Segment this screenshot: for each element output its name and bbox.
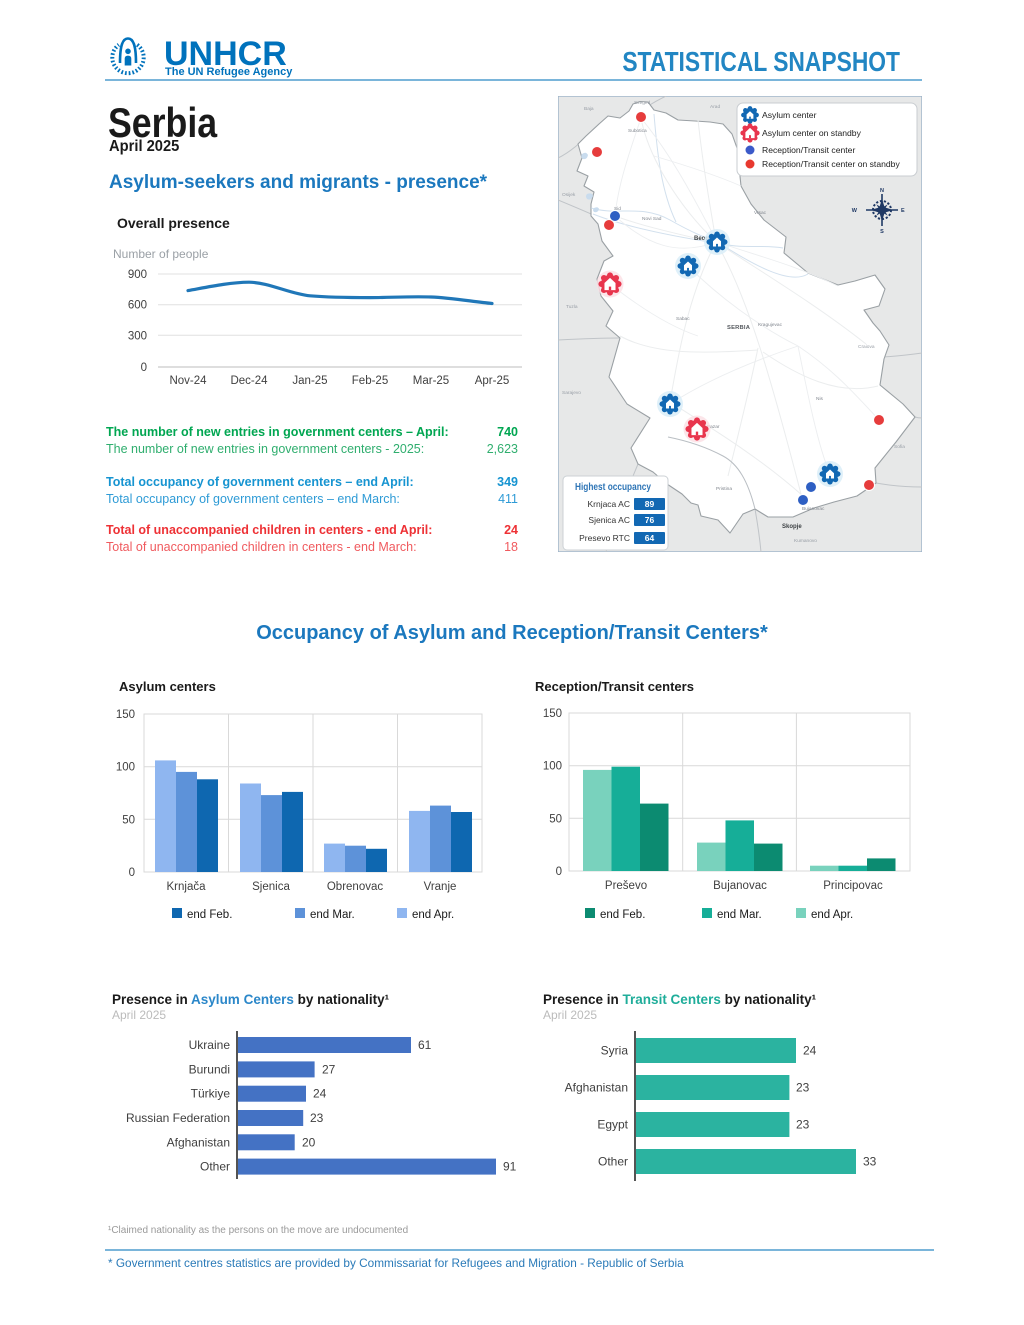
svg-text:50: 50 xyxy=(549,813,562,825)
svg-text:Other: Other xyxy=(200,1160,230,1174)
svg-text:end Apr.: end Apr. xyxy=(412,909,454,921)
svg-text:Craiova: Craiova xyxy=(858,344,875,350)
svg-text:Syria: Syria xyxy=(601,1044,629,1058)
svg-text:Sofia: Sofia xyxy=(894,444,905,450)
svg-text:Krnjaca AC: Krnjaca AC xyxy=(587,499,630,509)
svg-text:24: 24 xyxy=(313,1087,327,1101)
svg-text:27: 27 xyxy=(322,1062,336,1076)
svg-text:Sjenica AC: Sjenica AC xyxy=(588,515,630,525)
svg-text:Jan-25: Jan-25 xyxy=(292,375,327,387)
svg-text:Kragujevac: Kragujevac xyxy=(758,322,783,328)
svg-text:Skopje: Skopje xyxy=(782,524,802,530)
svg-text:23: 23 xyxy=(796,1118,810,1132)
svg-text:150: 150 xyxy=(116,709,135,721)
svg-text:20: 20 xyxy=(302,1135,316,1149)
svg-text:UNHCR: UNHCR xyxy=(164,36,287,73)
svg-text:The UN Refugee Agency: The UN Refugee Agency xyxy=(165,66,293,78)
svg-text:Bujanovac: Bujanovac xyxy=(802,506,825,512)
svg-text:Feb-25: Feb-25 xyxy=(352,375,388,387)
svg-text:Burundi: Burundi xyxy=(189,1062,230,1076)
svg-text:33: 33 xyxy=(863,1155,877,1169)
svg-text:Afghanistan: Afghanistan xyxy=(167,1135,230,1149)
svg-text:900: 900 xyxy=(128,269,147,281)
svg-text:Tuzla: Tuzla xyxy=(566,304,578,310)
svg-text:Novi Sad: Novi Sad xyxy=(642,216,662,222)
svg-text:23: 23 xyxy=(796,1081,810,1095)
svg-text:end Feb.: end Feb. xyxy=(600,909,645,921)
svg-text:24: 24 xyxy=(803,1044,817,1058)
svg-text:S: S xyxy=(880,229,884,235)
svg-text:Highest occupancy: Highest occupancy xyxy=(575,481,651,493)
svg-text:600: 600 xyxy=(128,300,147,312)
svg-text:Preševo: Preševo xyxy=(605,880,647,892)
svg-text:Baja: Baja xyxy=(584,106,594,112)
svg-text:61: 61 xyxy=(418,1038,432,1052)
svg-text:Principovac: Principovac xyxy=(823,880,883,892)
svg-text:Other: Other xyxy=(598,1155,628,1169)
svg-text:Russian Federation: Russian Federation xyxy=(126,1111,230,1125)
svg-text:Vranje: Vranje xyxy=(424,881,457,893)
svg-text:Obrenovac: Obrenovac xyxy=(327,881,384,893)
svg-text:end Mar.: end Mar. xyxy=(310,909,355,921)
svg-text:100: 100 xyxy=(543,761,562,773)
svg-text:Mar-25: Mar-25 xyxy=(413,375,449,387)
svg-text:76: 76 xyxy=(645,515,655,525)
svg-text:Szeged: Szeged xyxy=(634,100,651,106)
svg-text:Kumanovo: Kumanovo xyxy=(794,538,817,544)
svg-text:Afghanistan: Afghanistan xyxy=(565,1081,628,1095)
svg-text:Reception/Transit center: Reception/Transit center xyxy=(762,145,855,155)
svg-text:150: 150 xyxy=(543,708,562,720)
svg-text:Reception/Transit center on st: Reception/Transit center on standby xyxy=(762,159,900,169)
svg-text:Dec-24: Dec-24 xyxy=(230,375,268,387)
svg-text:Nis: Nis xyxy=(816,396,824,402)
svg-text:Pristina: Pristina xyxy=(716,486,732,492)
svg-text:50: 50 xyxy=(122,814,135,826)
svg-text:E: E xyxy=(901,208,905,214)
svg-text:Presevo RTC: Presevo RTC xyxy=(579,533,630,543)
svg-text:89: 89 xyxy=(645,499,655,509)
svg-text:end Feb.: end Feb. xyxy=(187,909,232,921)
svg-text:64: 64 xyxy=(645,533,655,543)
svg-text:end Apr.: end Apr. xyxy=(811,909,853,921)
svg-text:SERBIA: SERBIA xyxy=(727,325,751,331)
svg-text:Osijek: Osijek xyxy=(562,192,576,198)
svg-text:Asylum center: Asylum center xyxy=(762,110,817,120)
svg-text:Vrsac: Vrsac xyxy=(754,210,767,216)
svg-text:0: 0 xyxy=(129,867,135,879)
svg-text:Nov-24: Nov-24 xyxy=(169,375,207,387)
svg-text:Ukraine: Ukraine xyxy=(189,1038,231,1052)
svg-text:Egypt: Egypt xyxy=(597,1118,628,1132)
svg-text:W: W xyxy=(852,208,858,214)
svg-text:23: 23 xyxy=(310,1111,324,1125)
svg-text:Subotica: Subotica xyxy=(628,128,647,134)
svg-text:Bujanovac: Bujanovac xyxy=(713,880,767,892)
svg-text:end Mar.: end Mar. xyxy=(717,909,762,921)
svg-text:0: 0 xyxy=(141,362,147,374)
svg-text:Sabac: Sabac xyxy=(676,316,690,322)
svg-text:0: 0 xyxy=(556,866,562,878)
svg-text:Asylum center on standby: Asylum center on standby xyxy=(762,128,862,138)
svg-text:91: 91 xyxy=(503,1160,517,1174)
svg-text:Sid: Sid xyxy=(614,206,621,212)
svg-text:100: 100 xyxy=(116,762,135,774)
svg-text:Krnjača: Krnjača xyxy=(167,881,207,893)
svg-text:Arad: Arad xyxy=(710,104,720,110)
svg-text:N: N xyxy=(880,188,884,194)
svg-text:Sjenica: Sjenica xyxy=(252,881,290,893)
svg-text:Apr-25: Apr-25 xyxy=(475,375,510,387)
svg-text:300: 300 xyxy=(128,330,147,342)
svg-text:Sarajevo: Sarajevo xyxy=(562,390,581,396)
svg-text:Türkiye: Türkiye xyxy=(191,1087,231,1101)
